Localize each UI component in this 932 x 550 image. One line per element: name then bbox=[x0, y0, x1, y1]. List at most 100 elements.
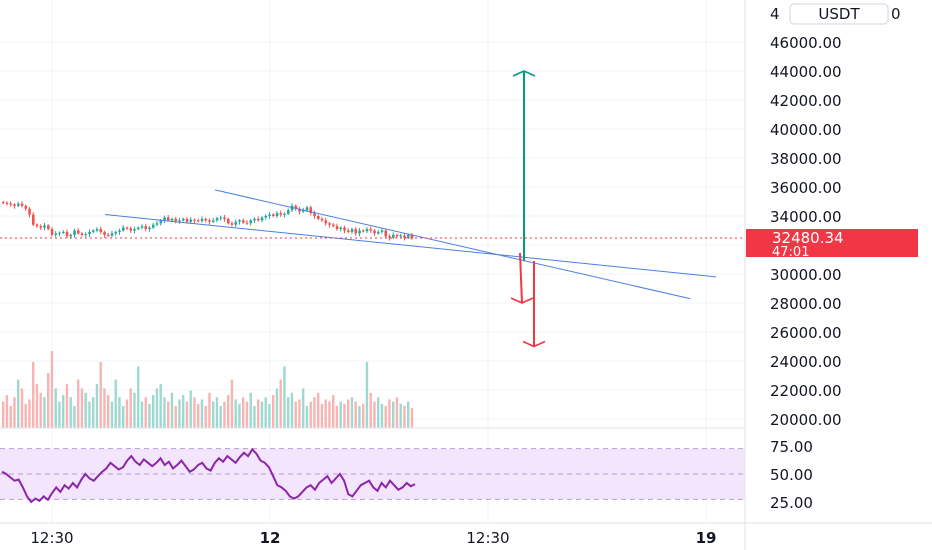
currency-badge[interactable]: USDT bbox=[789, 3, 889, 25]
candle-body bbox=[395, 234, 399, 237]
candle-body bbox=[88, 231, 91, 235]
volume-bar bbox=[373, 401, 376, 428]
volume-bar bbox=[69, 397, 72, 428]
candle-body bbox=[17, 203, 20, 206]
volume-bar bbox=[144, 397, 147, 428]
volume-bar bbox=[234, 399, 237, 428]
candle-body bbox=[114, 231, 118, 234]
grid bbox=[0, 0, 745, 523]
rsi-tick-label: 25.00 bbox=[770, 494, 813, 512]
volume-bar bbox=[39, 392, 42, 428]
candle-body bbox=[249, 220, 253, 224]
price-tick-label: 38000.00 bbox=[770, 150, 842, 168]
rsi-tick-label: 50.00 bbox=[770, 466, 813, 484]
price-axis[interactable]: 4 0 USDT 46000.00 44000.00 42000.00 40000.0… bbox=[770, 3, 901, 429]
volume-bar bbox=[347, 399, 350, 428]
volume-bar bbox=[384, 406, 387, 428]
candle-body bbox=[362, 230, 365, 232]
target-down-arrow-2[interactable] bbox=[522, 260, 546, 348]
volume-bar bbox=[245, 401, 249, 428]
volume-bar bbox=[290, 392, 294, 428]
candle-body bbox=[407, 234, 410, 238]
wedge-upper-trendline[interactable] bbox=[214, 189, 691, 300]
time-tick-label: 12:30 bbox=[466, 529, 509, 547]
volume-bar bbox=[388, 399, 391, 428]
volume-bar bbox=[107, 395, 110, 428]
target-down-arrow-1[interactable] bbox=[510, 252, 534, 304]
volume-bar bbox=[2, 401, 5, 428]
candle-body bbox=[317, 216, 320, 219]
candle-body bbox=[167, 217, 170, 221]
time-axis[interactable]: 12:30 12 12:30 19 bbox=[30, 529, 716, 547]
volume-bar bbox=[287, 397, 290, 428]
candle-body bbox=[174, 218, 178, 222]
volume-bar bbox=[88, 401, 91, 428]
candle-body bbox=[287, 210, 290, 214]
volume-bar bbox=[118, 397, 121, 428]
candle-body bbox=[354, 229, 358, 234]
volume-bar bbox=[9, 406, 12, 428]
price-tick-label: 22000.00 bbox=[770, 382, 842, 400]
candle-body bbox=[92, 230, 95, 232]
candle-body bbox=[369, 229, 373, 231]
volume-bar bbox=[125, 399, 129, 428]
volume-bar bbox=[185, 401, 189, 428]
arrow-head bbox=[512, 70, 536, 77]
volume-bar bbox=[410, 408, 414, 428]
volume-bar bbox=[189, 390, 192, 428]
last-price-badge: 32480.34 47:01 bbox=[746, 229, 918, 260]
rsi-tick-label: 75.00 bbox=[770, 438, 813, 456]
candle-body bbox=[20, 203, 24, 206]
volume-bar bbox=[28, 399, 31, 428]
volume-bar bbox=[140, 401, 144, 428]
volume-bar bbox=[305, 406, 309, 428]
volume-bar bbox=[43, 397, 46, 428]
candle-body bbox=[54, 233, 58, 235]
candle-body bbox=[234, 221, 238, 225]
candle-body bbox=[410, 234, 414, 239]
volume-bar bbox=[227, 395, 230, 428]
volume-bar bbox=[24, 403, 27, 428]
volume-bar bbox=[148, 403, 151, 428]
candle-body bbox=[208, 220, 211, 222]
candle-body bbox=[268, 214, 271, 216]
volume-bar bbox=[212, 401, 215, 428]
time-tick-label: 12:30 bbox=[30, 529, 73, 547]
candle-body bbox=[279, 213, 283, 215]
volume-bar bbox=[219, 406, 222, 428]
candle-body bbox=[305, 207, 309, 211]
candle-body bbox=[32, 214, 35, 225]
candle-body bbox=[227, 218, 230, 224]
candle-body bbox=[159, 220, 163, 224]
volume-bar bbox=[215, 397, 219, 428]
candle-body bbox=[35, 224, 39, 227]
target-up-arrow[interactable] bbox=[512, 70, 536, 261]
candle-body bbox=[144, 226, 148, 230]
price-tick-partial-suffix: 0 bbox=[891, 5, 901, 23]
candle-body bbox=[95, 229, 99, 231]
candle-body bbox=[118, 230, 121, 232]
candle-body bbox=[163, 217, 166, 221]
arrow-head bbox=[510, 297, 534, 304]
candle-body bbox=[39, 226, 43, 228]
candle-body bbox=[223, 217, 226, 219]
candle-body bbox=[350, 229, 354, 232]
drawings[interactable] bbox=[104, 70, 717, 348]
rsi-pane[interactable] bbox=[0, 447, 745, 504]
candle-body bbox=[313, 213, 316, 216]
volume-bar bbox=[294, 401, 297, 428]
candle-body bbox=[152, 224, 155, 228]
volume-bar bbox=[272, 395, 275, 428]
volume-bar bbox=[343, 403, 346, 428]
candle-body bbox=[13, 204, 16, 206]
candle-body bbox=[103, 231, 106, 235]
candle-body bbox=[84, 234, 88, 236]
volume-bar bbox=[159, 384, 162, 428]
rsi-axis[interactable]: 75.00 50.00 25.00 bbox=[770, 438, 813, 512]
candle-body bbox=[392, 234, 395, 238]
volume-bar bbox=[253, 406, 256, 428]
wedge-lower-trendline[interactable] bbox=[104, 214, 717, 278]
candle-body bbox=[58, 232, 61, 234]
candle-body bbox=[43, 225, 46, 228]
